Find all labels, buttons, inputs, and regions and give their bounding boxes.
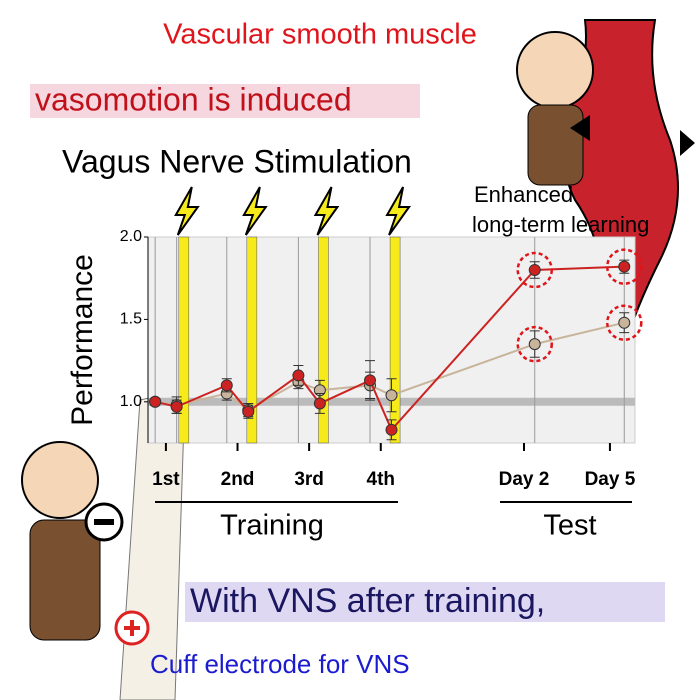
lightning: [242, 186, 268, 236]
stimulation-bar: [246, 236, 258, 444]
x-tick-label: 4th: [367, 469, 396, 490]
x-tick-label: Day 2: [499, 469, 550, 490]
x-tick-label: 2nd: [221, 469, 255, 490]
point: [242, 405, 255, 418]
stimulation-bar: [178, 236, 190, 444]
x-tick-label: 3rd: [294, 469, 324, 490]
point: [528, 338, 541, 351]
lightning: [313, 186, 340, 236]
footnote: Cuff electrode for VNS: [150, 649, 410, 679]
character-bottom: [21, 441, 99, 519]
annotation: Enhanced: [474, 182, 573, 207]
point: [385, 389, 398, 402]
y-tick-label: 1.5: [120, 311, 142, 328]
highlight-circle: [606, 304, 643, 341]
character-body: [29, 519, 101, 641]
lightning: [174, 186, 200, 236]
point: [385, 423, 398, 436]
character-top: [516, 31, 594, 109]
subtitle: vasomotion is induced: [35, 81, 352, 117]
plus-sign: [124, 620, 140, 636]
stimulation-bar: [389, 236, 401, 444]
plot: 1.0 1.5 2.0 1st 2nd 3rd 4th Day 2 Day 5: [120, 186, 643, 490]
top-title: Vascular smooth muscle: [163, 19, 477, 51]
highlight: [30, 84, 420, 118]
point: [220, 379, 233, 392]
group-label: Training: [220, 510, 324, 542]
point: [292, 369, 305, 382]
point: [313, 397, 326, 410]
y-tick-label: 2.0: [120, 228, 142, 245]
highlight-circle: [606, 248, 643, 285]
annotation: long-term learning: [472, 212, 649, 237]
y-tick-label: 1.0: [120, 393, 142, 410]
caption: With VNS after training,: [190, 582, 545, 620]
series-line: [154, 265, 625, 432]
highlight: [185, 582, 665, 622]
point: [618, 260, 631, 273]
lightning: [385, 186, 412, 236]
point: [149, 395, 162, 408]
point: [618, 316, 631, 329]
arrows: [570, 115, 695, 156]
x-tick-label: Day 5: [585, 469, 636, 490]
group-label: Test: [543, 510, 596, 542]
character-body: [527, 104, 584, 186]
point: [364, 374, 377, 387]
stimulation-bar: [318, 236, 329, 444]
chart-title: Vagus Nerve Stimulation: [62, 143, 412, 179]
x-tick-label: 1st: [152, 469, 180, 490]
minus-sign: [94, 519, 114, 525]
highlight-circle: [516, 325, 553, 363]
point: [528, 263, 541, 276]
highlight-circle: [516, 251, 553, 289]
series-line: [155, 321, 625, 412]
y-axis-label: Performance: [66, 254, 99, 426]
point: [170, 400, 183, 413]
